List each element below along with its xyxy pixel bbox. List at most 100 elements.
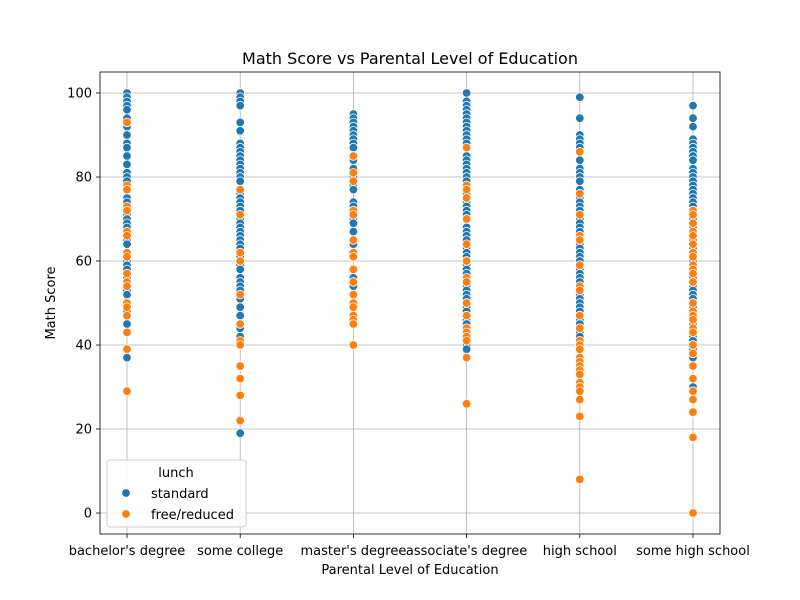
data-point [688,407,698,417]
data-point [461,352,472,363]
data-point [688,348,698,359]
data-point [348,302,359,312]
data-point [461,214,472,224]
x-axis-label: Parental Level of Education [321,563,498,578]
data-point [575,323,585,333]
data-point [575,394,585,405]
data-point [575,285,585,296]
data-point [235,117,245,128]
data-point [122,117,132,128]
legend: lunch standard free/reduced [106,459,247,528]
data-point [575,411,585,422]
data-point [235,126,245,136]
legend-marker [121,488,131,498]
data-point [688,121,698,132]
data-point [235,415,245,426]
data-point [348,184,359,195]
data-point [235,302,245,312]
data-point [348,277,359,287]
data-point [688,113,698,123]
legend-label: free/reduced [151,508,234,523]
data-point [688,386,698,396]
data-point [122,184,132,195]
data-point [348,235,359,245]
data-point [235,428,245,438]
data-point [235,176,245,186]
data-point [688,394,698,405]
data-point [235,210,245,220]
chart-title: Math Score vs Parental Level of Educatio… [242,49,578,68]
data-point [348,218,359,228]
x-tick-label: high school [543,544,617,559]
data-point [688,361,698,371]
data-point [235,289,245,300]
data-point [348,289,359,300]
data-point [122,231,132,241]
data-point [235,256,245,266]
data-point [575,210,585,220]
data-point [688,327,698,338]
data-point [235,247,245,258]
data-point [688,210,698,220]
data-point [575,260,585,270]
data-point [122,252,132,262]
y-tick-label: 20 [75,423,92,438]
data-point [688,239,698,249]
data-point [122,319,132,329]
legend-title: lunch [158,466,193,481]
data-point [688,231,698,241]
data-point [575,235,585,245]
data-point [235,390,245,401]
data-point [235,319,245,329]
data-point [688,432,698,443]
data-point [348,226,359,237]
data-point [235,264,245,275]
data-point [575,189,585,199]
x-tick-label: some college [197,544,283,559]
data-point [122,239,132,249]
y-tick-label: 40 [75,339,92,354]
data-point [348,142,359,153]
data-point [348,176,359,186]
legend-items: standard free/reduced [121,487,234,523]
data-point [235,340,245,350]
data-point [348,340,359,350]
data-point [575,92,585,102]
y-axis-label: Math Score [44,266,59,339]
data-point [461,298,472,308]
legend-marker [121,509,131,519]
data-point [348,252,359,262]
data-point [461,399,472,409]
data-point [122,130,132,140]
data-point [461,239,472,249]
data-point [461,336,472,346]
data-points [122,88,698,518]
data-point [235,310,245,321]
data-point [122,386,132,396]
data-point [688,298,698,308]
x-tick-label: master's degree [300,544,406,559]
y-tick-label: 0 [84,507,92,522]
data-point [575,155,585,165]
data-point [122,302,132,312]
data-point [688,100,698,111]
data-point [575,113,585,123]
y-tick-label: 100 [67,87,92,102]
data-point [122,205,132,216]
data-point [122,281,132,291]
data-point [461,88,472,98]
data-point [575,176,585,186]
ticks: 0 20 40 60 80 100 bachelor's degree some colleg… [67,87,750,560]
data-point [575,369,585,380]
data-point [688,277,698,287]
data-point [235,184,245,195]
data-point [122,327,132,338]
x-tick-label: some high school [636,544,750,559]
data-point [688,315,698,325]
data-point [235,361,245,371]
x-tick-label: bachelor's degree [69,544,186,559]
data-point [575,344,585,354]
data-point [122,352,132,363]
data-point [348,168,359,178]
